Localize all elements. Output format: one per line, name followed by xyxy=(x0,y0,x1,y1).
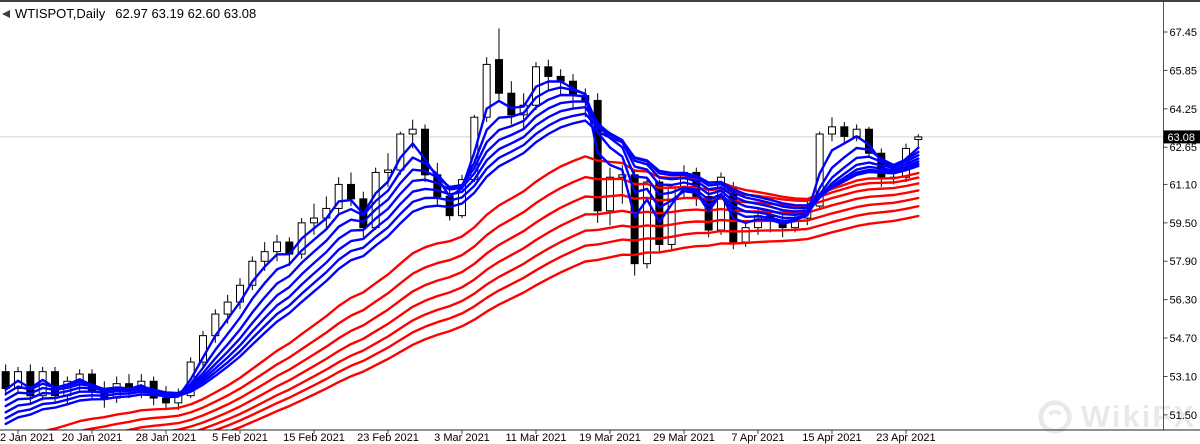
candle-body xyxy=(642,181,651,265)
date-axis-label[interactable]: 7 Apr 2021 xyxy=(731,432,784,444)
price-axis-label[interactable]: 61.10 xyxy=(1170,179,1198,191)
date-axis-label[interactable]: 20 Jan 2021 xyxy=(62,432,123,444)
ema-slow-line xyxy=(166,189,920,430)
current-price-badge xyxy=(1163,130,1200,144)
candle-body xyxy=(260,251,269,262)
candle-body xyxy=(223,301,232,315)
candle-body xyxy=(618,174,627,178)
chart-header: WTISPOT,Daily 62.97 63.19 62.60 63.08 xyxy=(2,6,256,21)
candle-body xyxy=(815,133,824,207)
ema-fast-line xyxy=(4,112,920,420)
candle-body xyxy=(309,217,318,224)
candle-body xyxy=(544,66,553,77)
date-axis-label[interactable]: 23 Apr 2021 xyxy=(876,432,935,444)
candle-body xyxy=(482,63,491,118)
candle-body xyxy=(741,227,750,243)
price-axis-label[interactable]: 64.25 xyxy=(1170,104,1198,116)
symbol-label: WTISPOT,Daily xyxy=(15,6,106,21)
ema-fast-line xyxy=(4,80,920,399)
ema-fast-line xyxy=(4,105,920,414)
candle-body xyxy=(383,169,392,173)
candle-body xyxy=(914,136,923,141)
ema-slow-line xyxy=(121,182,920,430)
date-axis-label[interactable]: 11 Mar 2021 xyxy=(506,432,567,444)
wikifx-watermark-text: WikiFX xyxy=(1080,399,1196,434)
candle-body xyxy=(408,128,417,135)
wikifx-watermark: WikiFX xyxy=(1036,398,1196,436)
price-axis-label[interactable]: 65.85 xyxy=(1170,65,1198,77)
price-axis-label[interactable]: 62.65 xyxy=(1170,142,1198,154)
candle-body xyxy=(248,260,257,286)
candle-body xyxy=(494,59,503,94)
price-axis-label[interactable]: 54.70 xyxy=(1170,333,1198,345)
price-axis-label[interactable]: 53.10 xyxy=(1170,371,1198,383)
ema-slow-line xyxy=(195,196,920,430)
price-axis-label[interactable]: 57.90 xyxy=(1170,256,1198,268)
candles xyxy=(1,28,923,411)
ema-slow-line xyxy=(43,155,920,430)
candle-body xyxy=(827,126,836,135)
ohlc-values: 62.97 63.19 62.60 63.08 xyxy=(115,6,257,21)
candle-body xyxy=(507,92,516,116)
candle-body xyxy=(1,371,10,389)
price-axis-label[interactable]: 51.50 xyxy=(1170,410,1198,422)
plot-layer xyxy=(0,28,1164,430)
wikifx-logo-icon xyxy=(1038,400,1072,434)
date-axis-label[interactable]: 29 Mar 2021 xyxy=(653,432,715,444)
candle-body xyxy=(420,128,429,176)
candle-body xyxy=(26,371,35,397)
date-axis-label[interactable]: 2 Jan 2021 xyxy=(0,432,54,444)
current-price-badge-label: 63.08 xyxy=(1168,132,1196,144)
candle-body xyxy=(198,335,207,363)
date-axis-label[interactable]: 15 Feb 2021 xyxy=(283,432,345,444)
date-axis-label[interactable]: 3 Mar 2021 xyxy=(434,432,490,444)
candle-body xyxy=(272,241,281,253)
date-axis-label[interactable]: 19 Mar 2021 xyxy=(579,432,641,444)
ema-fast-line xyxy=(4,119,920,426)
date-axis-label[interactable]: 15 Apr 2021 xyxy=(802,432,861,444)
price-axis-label[interactable]: 56.30 xyxy=(1170,295,1198,307)
candle-body xyxy=(161,397,170,404)
date-axis-label[interactable]: 23 Feb 2021 xyxy=(357,432,419,444)
date-axis-label[interactable]: 28 Jan 2021 xyxy=(136,432,197,444)
ema-slow-line xyxy=(211,204,920,430)
candle-body xyxy=(605,176,614,212)
ema-slow-line xyxy=(229,214,920,430)
price-axis-label[interactable]: 67.45 xyxy=(1170,27,1198,39)
price-axis-label[interactable]: 59.50 xyxy=(1170,218,1198,230)
candle-body xyxy=(346,183,355,200)
candle-body xyxy=(50,371,59,397)
candle-body xyxy=(840,126,849,137)
symbol-marker-icon xyxy=(2,10,10,18)
ema-slow-line xyxy=(78,175,920,430)
ema-fast-line xyxy=(4,93,920,401)
window-top-edge xyxy=(0,0,1200,2)
candle-body xyxy=(334,183,343,209)
candle-body xyxy=(704,195,713,231)
date-axis-label[interactable]: 5 Feb 2021 xyxy=(212,432,268,444)
